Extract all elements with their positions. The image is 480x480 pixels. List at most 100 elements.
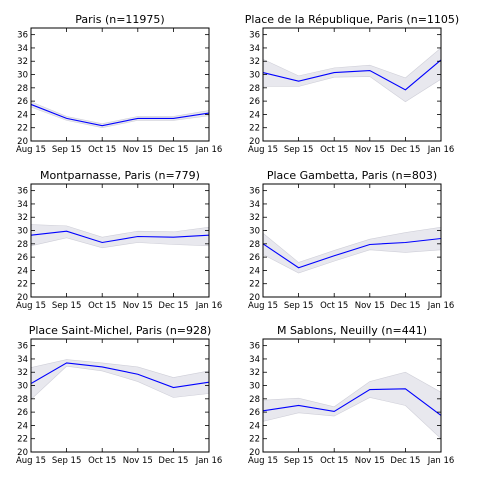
y-tick-label: 28 [249,240,260,250]
y-tick-label: 36 [249,342,260,352]
chart-title: Place Gambetta, Paris (n=803) [267,169,437,182]
chart-title: Place de la République, Paris (n=1105) [245,13,459,26]
confidence-band [262,47,442,103]
y-tick-label: 30 [17,227,28,237]
y-tick-label: 32 [249,368,260,378]
x-tick-label: Jan 16 [195,301,223,311]
y-tick-label: 36 [17,31,28,41]
y-tick-label: 32 [17,57,28,67]
y-tick-label: 30 [249,71,260,81]
y-tick-label: 32 [249,57,260,67]
x-tick-label: Sep 15 [52,145,82,155]
y-tick-label: 26 [17,253,28,263]
x-tick-label: Dec 15 [158,145,188,155]
x-tick-label: Jan 16 [427,145,455,155]
y-tick-label: 22 [249,124,260,134]
confidence-band [262,371,442,440]
y-tick-label: 22 [249,280,260,290]
y-tick-label: 20 [249,293,260,303]
x-tick-label: Aug 15 [16,456,46,466]
y-tick-label: 20 [17,448,28,458]
y-tick-label: 34 [17,200,28,210]
x-tick-label: Sep 15 [52,456,82,466]
series-line [30,103,210,127]
y-tick-label: 22 [17,124,28,134]
y-tick-label: 20 [17,293,28,303]
x-tick-label: Nov 15 [355,145,385,155]
plot-frame [30,27,210,142]
x-tick-label: Aug 15 [16,145,46,155]
y-tick-label: 26 [17,97,28,107]
y-tick-label: 34 [249,200,260,210]
x-tick-label: Jan 16 [427,301,455,311]
y-tick-label: 36 [249,31,260,41]
x-tick-label: Oct 15 [320,301,348,311]
y-tick-label: 36 [17,342,28,352]
x-tick-label: Sep 15 [284,301,314,311]
y-tick-label: 28 [17,395,28,405]
x-tick-label: Oct 15 [88,145,116,155]
series-line [30,230,210,244]
plot-frame [30,183,210,298]
y-tick-label: 26 [249,97,260,107]
y-tick-label: 24 [17,266,28,276]
y-tick-label: 30 [249,227,260,237]
x-tick-label: Dec 15 [158,301,188,311]
confidence-band [30,359,210,401]
x-tick-label: Sep 15 [284,145,314,155]
y-tick-label: 28 [249,395,260,405]
chart-title: Place Saint-Michel, Paris (n=928) [29,324,212,337]
x-tick-label: Nov 15 [355,301,385,311]
y-tick-label: 24 [249,421,260,431]
x-tick-label: Nov 15 [123,456,153,466]
x-tick-label: Sep 15 [52,301,82,311]
y-tick-label: 28 [17,240,28,250]
y-tick-label: 36 [249,187,260,197]
chart-panel-6: M Sablons, Neuilly (n=441) 20 22 24 26 28 30 32… [248,324,454,466]
y-tick-label: 26 [249,253,260,263]
x-tick-label: Aug 15 [16,301,46,311]
y-tick-label: 22 [17,435,28,445]
x-tick-label: Nov 15 [123,301,153,311]
plot-frame [262,183,442,298]
x-tick-label: Jan 16 [195,145,223,155]
y-tick-label: 30 [17,382,28,392]
y-tick-label: 32 [249,213,260,223]
x-tick-label: Aug 15 [248,301,278,311]
y-tick-label: 36 [17,187,28,197]
y-tick-label: 30 [17,71,28,81]
y-tick-label: 26 [249,408,260,418]
y-tick-label: 20 [249,137,260,147]
y-tick-label: 20 [249,448,260,458]
x-tick-label: Oct 15 [88,456,116,466]
x-tick-label: Nov 15 [123,145,153,155]
y-tick-label: 34 [249,44,260,54]
y-tick-label: 22 [17,280,28,290]
x-tick-label: Nov 15 [355,456,385,466]
plot-frame [262,338,442,453]
series-line [262,388,442,416]
x-tick-label: Dec 15 [390,456,420,466]
chart-title: Paris (n=11975) [75,13,164,26]
series-line [30,362,210,389]
x-tick-label: Jan 16 [195,456,223,466]
y-tick-label: 24 [249,266,260,276]
y-tick-label: 22 [249,435,260,445]
y-tick-label: 28 [17,84,28,94]
y-tick-label: 24 [17,110,28,120]
chart-panel-5: Place Saint-Michel, Paris (n=928) 20 22 24 2… [16,324,222,466]
y-tick-label: 28 [249,84,260,94]
x-tick-label: Oct 15 [320,456,348,466]
plot-frame [30,338,210,453]
y-tick-label: 30 [249,382,260,392]
x-tick-label: Oct 15 [320,145,348,155]
chart-title: M Sablons, Neuilly (n=441) [277,324,427,337]
x-tick-label: Dec 15 [390,145,420,155]
x-tick-label: Dec 15 [390,301,420,311]
y-tick-label: 34 [249,355,260,365]
y-tick-label: 34 [17,355,28,365]
y-tick-label: 24 [249,110,260,120]
chart-panel-3: Montparnasse, Paris (n=779) 20 22 24 26 28 30 3… [16,169,222,311]
x-tick-label: Dec 15 [158,456,188,466]
